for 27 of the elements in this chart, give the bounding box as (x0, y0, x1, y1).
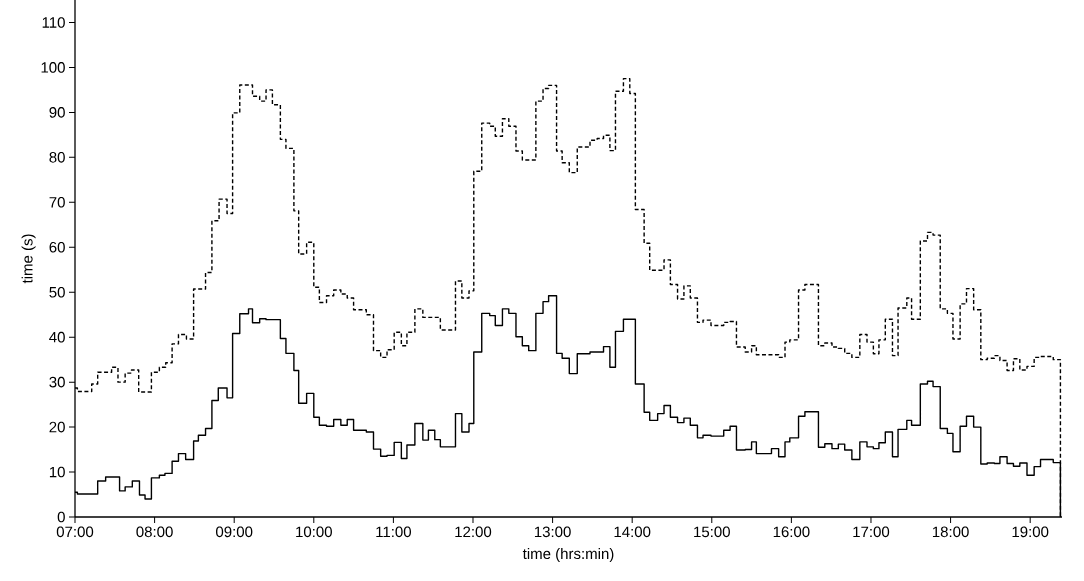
y-tick-label: 30 (49, 376, 65, 388)
x-tick-label: 08:00 (136, 526, 173, 538)
x-tick-label: 19:00 (1012, 526, 1049, 538)
x-tick-label: 07:00 (56, 526, 94, 538)
x-tick-label: 13:00 (534, 526, 571, 538)
y-tick-label: 90 (49, 107, 65, 118)
x-tick-label: 12:00 (455, 526, 492, 538)
y-tick-label: 20 (49, 421, 65, 433)
x-tick-label: 17:00 (853, 526, 890, 538)
y-tick-label: 110 (42, 17, 65, 28)
x-tick-label: 18:00 (932, 526, 969, 538)
y-axis-title: time (s) (21, 234, 36, 284)
y-tick-label: 10 (49, 466, 65, 478)
y-tick-label: 60 (49, 241, 65, 253)
y-tick-label: 50 (49, 286, 65, 298)
x-tick-label: 14:00 (614, 526, 651, 538)
y-tick-label: 70 (49, 196, 65, 208)
y-tick-label: 80 (49, 152, 65, 163)
x-tick-label: 10:00 (296, 526, 332, 538)
x-tick-label: 09:00 (216, 526, 253, 538)
x-tick-label: 11:00 (376, 526, 412, 538)
y-tick-label: 0 (57, 511, 65, 523)
y-tick-label: 100 (41, 62, 65, 73)
x-tick-label: 15:00 (694, 526, 730, 538)
x-tick-label: 16:00 (773, 526, 810, 538)
y-tick-label: 40 (49, 331, 65, 343)
x-axis-title: time (hrs:min) (522, 548, 614, 562)
